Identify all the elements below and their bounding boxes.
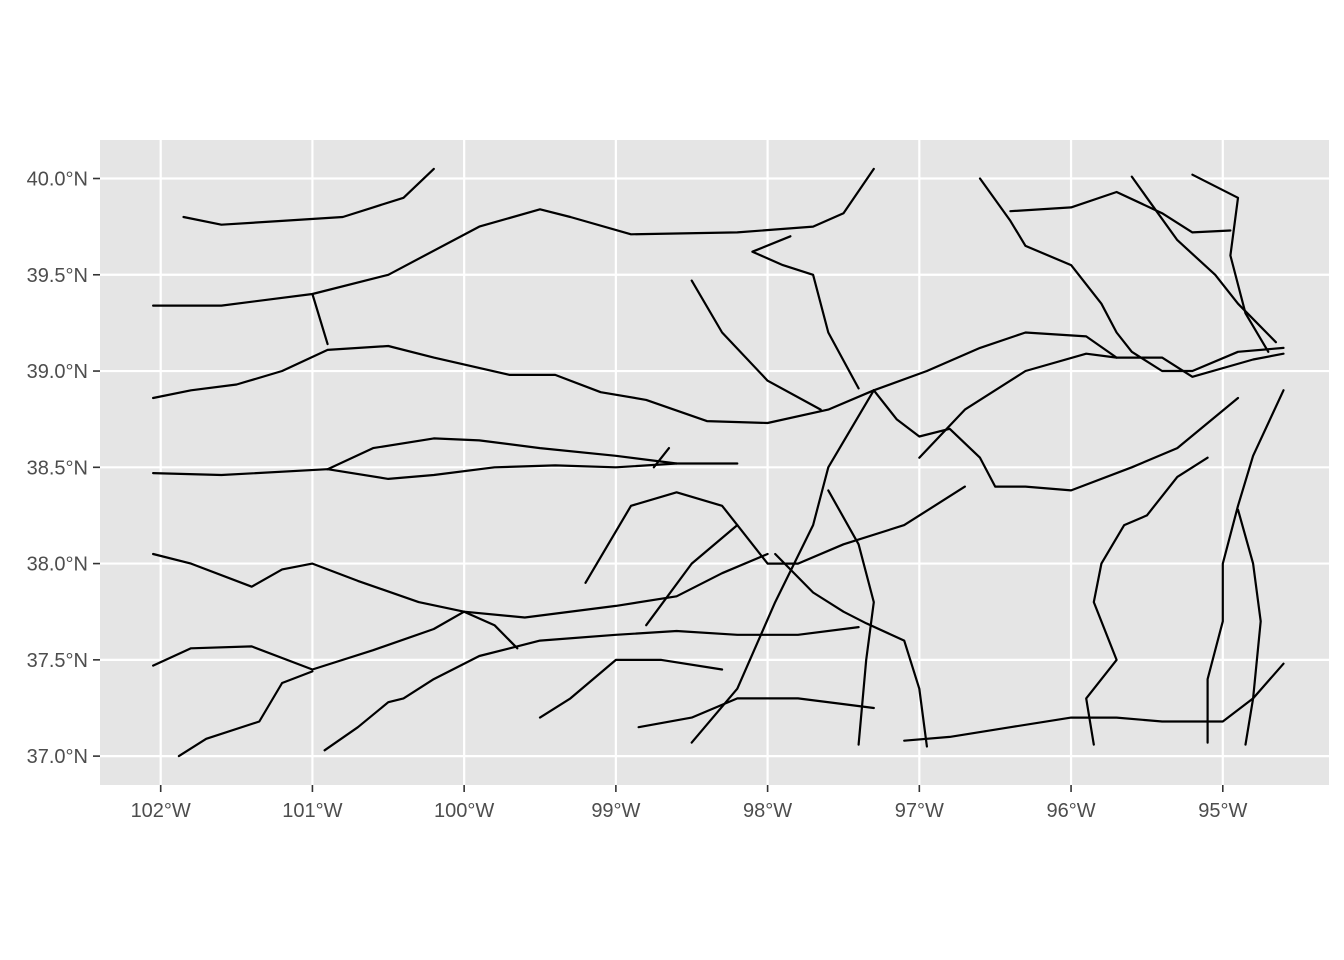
rail-line	[152, 552, 769, 619]
x-tick-label: 101°W	[282, 800, 342, 822]
y-tick-label: 37.0°N	[27, 746, 88, 768]
rail-line	[872, 389, 1240, 492]
rail-line	[645, 485, 966, 627]
x-tick-label: 99°W	[591, 800, 640, 822]
railroad-lines	[152, 167, 1285, 758]
y-axis-latitude: 40.0°N 39.5°N 39.0°N 38.5°N 38.0°N 37.5°N 37.0…	[27, 169, 100, 768]
rail-line	[637, 697, 875, 729]
y-tick-label: 38.5°N	[27, 457, 88, 479]
rail-line	[690, 279, 822, 411]
y-tick-label: 37.5°N	[27, 650, 88, 672]
x-tick-label: 96°W	[1046, 800, 1095, 822]
rail-line	[1009, 190, 1232, 234]
rail-line	[1206, 389, 1285, 744]
y-tick-label: 40.0°N	[27, 169, 88, 191]
rail-line	[652, 447, 671, 469]
rail-line	[326, 437, 678, 471]
rail-line	[751, 235, 860, 390]
rail-line	[152, 344, 875, 425]
rail-line	[872, 331, 1285, 392]
x-tick-label: 102°W	[131, 800, 191, 822]
rail-line	[463, 610, 519, 650]
y-tick-label: 39.0°N	[27, 361, 88, 383]
rail-line	[152, 610, 466, 671]
x-tick-label: 98°W	[743, 800, 792, 822]
y-tick-label: 39.5°N	[27, 265, 88, 287]
rail-line	[827, 489, 875, 746]
rail-line	[774, 552, 928, 748]
gridlines	[100, 140, 1329, 785]
rail-line	[538, 658, 724, 719]
rail-line	[1191, 173, 1270, 353]
rail-line	[182, 167, 435, 226]
rail-line	[690, 389, 875, 744]
rail-line	[1236, 508, 1262, 746]
rail-line	[903, 662, 1285, 742]
rail-line	[584, 491, 739, 584]
rail-line	[177, 670, 314, 758]
x-tick-label: 95°W	[1198, 800, 1247, 822]
x-tick-label: 100°W	[434, 800, 494, 822]
x-axis-longitude: 102°W 101°W 100°W 99°W 98°W 97°W 96°W 95°W	[131, 785, 1247, 822]
rail-line	[311, 292, 329, 346]
y-tick-label: 38.0°N	[27, 554, 88, 576]
rail-line	[918, 352, 1118, 459]
rail-line	[152, 462, 739, 480]
rail-line	[1085, 456, 1209, 746]
rail-line	[978, 177, 1285, 373]
x-tick-label: 97°W	[895, 800, 944, 822]
rail-line	[323, 626, 860, 752]
rail-line	[152, 167, 875, 307]
